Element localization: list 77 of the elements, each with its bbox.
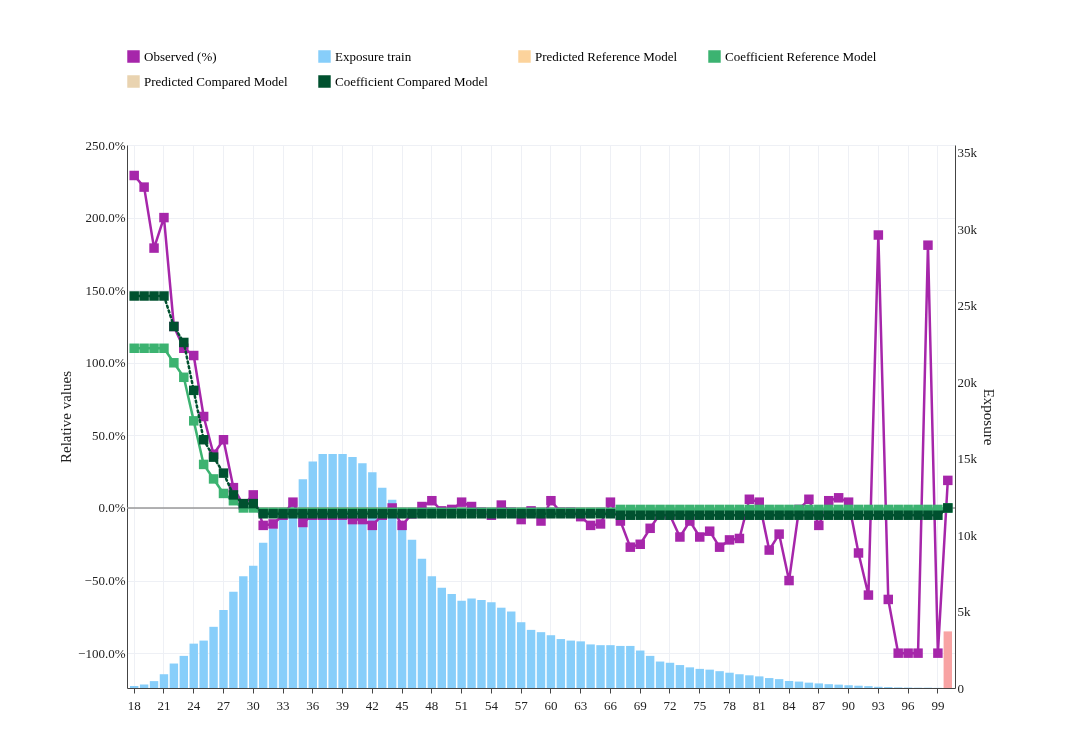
bar [258, 542, 268, 688]
bar [417, 558, 427, 688]
x-tick-label: 30 [246, 697, 260, 713]
bar [655, 661, 665, 688]
bar [943, 631, 953, 688]
bar [665, 662, 675, 688]
y2-tick-label: 35k [957, 145, 978, 161]
y-tick-label: 100.0% [85, 355, 126, 371]
bar [387, 499, 397, 688]
bar [774, 679, 784, 688]
x-tick-label: 63 [574, 697, 588, 713]
x-tick-label: 81 [752, 697, 766, 713]
bar [179, 655, 189, 688]
y-tick-label: 200.0% [85, 210, 126, 226]
bar [139, 684, 149, 688]
bar [407, 539, 417, 688]
x-tick-label: 90 [842, 697, 856, 713]
x-tick-label: 57 [514, 697, 529, 713]
y2-tick-label: 25k [957, 298, 978, 314]
x-tick-label: 93 [871, 697, 885, 713]
x-tick-label: 75 [693, 697, 707, 713]
legend-label: Exposure train [335, 48, 412, 64]
y2-tick-label: 30k [957, 221, 978, 237]
x-tick-label: 42 [365, 697, 379, 713]
bar [784, 680, 794, 688]
y-tick-label: −50.0% [84, 573, 126, 589]
x-tick-label: 99 [931, 697, 945, 713]
x-tick-label: 45 [395, 697, 409, 713]
legend-label: Observed (%) [144, 48, 217, 64]
x-tick-label: 66 [603, 697, 618, 713]
x-tick-label: 21 [157, 697, 171, 713]
bar [149, 681, 159, 688]
bar [645, 655, 655, 688]
y2-tick-label: 5k [957, 604, 971, 620]
bar [298, 479, 308, 688]
bar [546, 635, 556, 688]
x-tick-label: 96 [901, 697, 916, 713]
bar [159, 674, 169, 688]
bar [526, 629, 536, 688]
y2-tick-label: 20k [957, 374, 978, 390]
bar [814, 683, 824, 688]
bar [427, 576, 437, 688]
x-tick-label: 24 [187, 697, 201, 713]
x-tick-label: 39 [336, 697, 350, 713]
bar [675, 665, 685, 688]
x-tick-label: 51 [455, 697, 469, 713]
bar [536, 632, 546, 688]
x-tick-label: 36 [306, 697, 320, 713]
bar [556, 639, 566, 688]
x-tick-label: 60 [544, 697, 558, 713]
bar [685, 667, 695, 688]
y2-tick-label: 0 [957, 680, 964, 696]
y2-tick-label: 10k [957, 527, 978, 543]
bar [516, 622, 526, 688]
x-tick-label: 33 [276, 697, 290, 713]
y-tick-label: 250.0% [85, 137, 126, 153]
x-tick-label: 72 [663, 697, 677, 713]
legend-label: Coefficient Reference Model [725, 48, 877, 64]
x-tick-label: 69 [633, 697, 647, 713]
y-tick-label: 150.0% [85, 282, 126, 298]
x-tick-label: 78 [723, 697, 737, 713]
x-tick-label: 27 [216, 697, 231, 713]
x-tick-label: 87 [812, 697, 826, 713]
legend-label: Predicted Reference Model [535, 48, 678, 64]
legend-label: Coefficient Compared Model [335, 73, 489, 89]
y-tick-label: −100.0% [78, 645, 126, 661]
y2-tick-label: 15k [957, 451, 978, 467]
x-tick-label: 84 [782, 697, 797, 713]
y-tick-label: 50.0% [91, 427, 126, 443]
y-axis-title: Relative values [58, 370, 75, 464]
legend-label: Predicted Compared Model [144, 73, 289, 89]
y-tick-label: 0.0% [98, 500, 126, 516]
y2-axis-title: Exposure [981, 388, 997, 446]
x-tick-label: 54 [484, 697, 499, 713]
bar [169, 663, 179, 688]
x-tick-label: 48 [425, 697, 439, 713]
x-tick-label: 18 [127, 697, 141, 713]
